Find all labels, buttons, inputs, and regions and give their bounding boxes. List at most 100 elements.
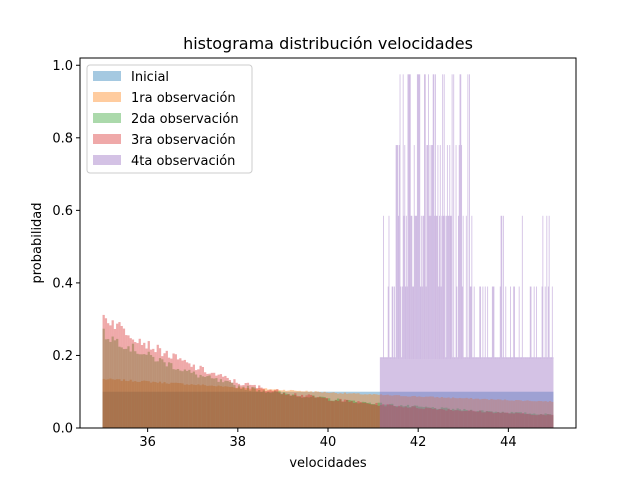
histogram-bar bbox=[383, 357, 385, 360]
histogram-bar bbox=[511, 357, 513, 360]
histogram-bar bbox=[428, 215, 430, 360]
histogram-bar bbox=[289, 395, 292, 428]
histogram-bar bbox=[390, 357, 392, 360]
histogram-bar bbox=[332, 392, 335, 428]
histogram-bar bbox=[264, 392, 268, 428]
histogram-bar bbox=[411, 396, 414, 428]
histogram-bar bbox=[357, 403, 360, 428]
histogram-bar bbox=[330, 400, 333, 428]
histogram-bar bbox=[431, 396, 434, 428]
histogram-bar bbox=[359, 394, 362, 428]
histogram-bar bbox=[291, 395, 295, 428]
histogram-bar bbox=[482, 286, 484, 360]
histogram-bar bbox=[430, 215, 432, 360]
histogram-bar bbox=[537, 400, 540, 428]
histogram-bar bbox=[481, 398, 484, 428]
histogram-bar bbox=[161, 356, 164, 428]
histogram-bar bbox=[443, 74, 445, 360]
histogram-bar bbox=[379, 357, 381, 360]
histogram-bar bbox=[544, 413, 547, 428]
histogram-bar bbox=[549, 357, 551, 360]
histogram-bar bbox=[185, 370, 189, 428]
histogram-bar bbox=[530, 286, 532, 360]
histogram-bar bbox=[542, 215, 544, 360]
histogram-bar bbox=[355, 401, 358, 428]
y-axis: 0.0 0.2 0.4 0.6 0.8 1.0 bbox=[52, 59, 80, 437]
histogram-bar bbox=[479, 399, 482, 428]
histogram-bar bbox=[422, 397, 425, 428]
histogram-bar bbox=[249, 384, 252, 428]
histogram-bar bbox=[411, 215, 413, 360]
histogram-bar bbox=[502, 215, 504, 360]
series-5 bbox=[379, 74, 554, 428]
histogram-bar bbox=[385, 357, 387, 360]
histogram-bar bbox=[416, 215, 418, 360]
histogram-bar bbox=[240, 385, 243, 428]
legend-swatch bbox=[93, 71, 121, 81]
histogram-bar bbox=[264, 391, 268, 428]
histogram-bar bbox=[228, 379, 232, 428]
histogram-bar bbox=[544, 286, 546, 360]
series-4 bbox=[102, 314, 554, 428]
histogram-bar bbox=[415, 405, 419, 428]
y-tick-label: 1.0 bbox=[52, 59, 73, 74]
histogram-bar bbox=[249, 390, 252, 428]
histogram-bar bbox=[138, 381, 141, 428]
histogram-bar bbox=[156, 361, 159, 428]
histogram-bar bbox=[462, 215, 464, 360]
histogram-bar bbox=[237, 385, 241, 428]
legend-label: 1ra observación bbox=[131, 91, 236, 106]
histogram-bar bbox=[107, 323, 110, 428]
histogram-bar bbox=[526, 400, 529, 428]
histogram-bar bbox=[497, 412, 500, 428]
y-axis-label: probabilidad bbox=[30, 202, 45, 283]
histogram-bar bbox=[421, 286, 423, 360]
histogram-bar bbox=[472, 410, 475, 428]
histogram-bar bbox=[530, 413, 534, 428]
histogram-bar bbox=[328, 398, 331, 428]
histogram-bar bbox=[215, 386, 218, 428]
histogram-bar bbox=[431, 145, 433, 360]
histogram-bar bbox=[454, 398, 457, 428]
histogram-bar bbox=[455, 145, 457, 360]
histogram-bar bbox=[107, 339, 110, 428]
histogram-bar bbox=[165, 383, 168, 428]
histogram-bar bbox=[190, 372, 193, 428]
histogram-bar bbox=[156, 382, 159, 428]
histogram-bar bbox=[503, 412, 507, 428]
legend-swatch bbox=[93, 92, 121, 102]
histogram-bar bbox=[258, 385, 261, 428]
histogram-bar bbox=[481, 357, 483, 360]
histogram-bar bbox=[233, 387, 236, 428]
histogram-bar bbox=[440, 409, 443, 428]
histogram-bar bbox=[104, 318, 108, 428]
histogram-bar bbox=[552, 357, 554, 360]
histogram-bar bbox=[318, 396, 322, 428]
histogram-bar bbox=[440, 286, 442, 360]
histogram-bar bbox=[109, 325, 112, 428]
histogram-bar bbox=[483, 357, 485, 360]
histogram-bar bbox=[102, 378, 105, 428]
histogram-bar bbox=[516, 357, 518, 360]
histogram-bar bbox=[210, 372, 214, 428]
histogram-bar bbox=[500, 215, 502, 360]
histogram-bar bbox=[323, 391, 326, 428]
histogram-bar bbox=[339, 398, 342, 428]
histogram-bar bbox=[237, 383, 241, 428]
histogram-bar bbox=[458, 145, 460, 360]
histogram-bar bbox=[520, 357, 522, 360]
histogram-bar bbox=[519, 412, 522, 428]
histogram-bar bbox=[432, 74, 434, 360]
histogram-bar bbox=[361, 394, 365, 428]
histogram-bar bbox=[170, 382, 173, 428]
histogram-bar bbox=[403, 215, 405, 360]
histogram-bar bbox=[393, 357, 395, 360]
histogram-bar bbox=[368, 404, 371, 428]
histogram-bar bbox=[476, 410, 480, 428]
histogram-bar bbox=[467, 410, 471, 428]
histogram-bar bbox=[525, 357, 526, 360]
x-axis: 36 38 40 42 44 bbox=[139, 428, 517, 450]
histogram-bar bbox=[402, 74, 404, 360]
histogram-bar bbox=[444, 215, 446, 360]
histogram-bar bbox=[352, 400, 356, 428]
